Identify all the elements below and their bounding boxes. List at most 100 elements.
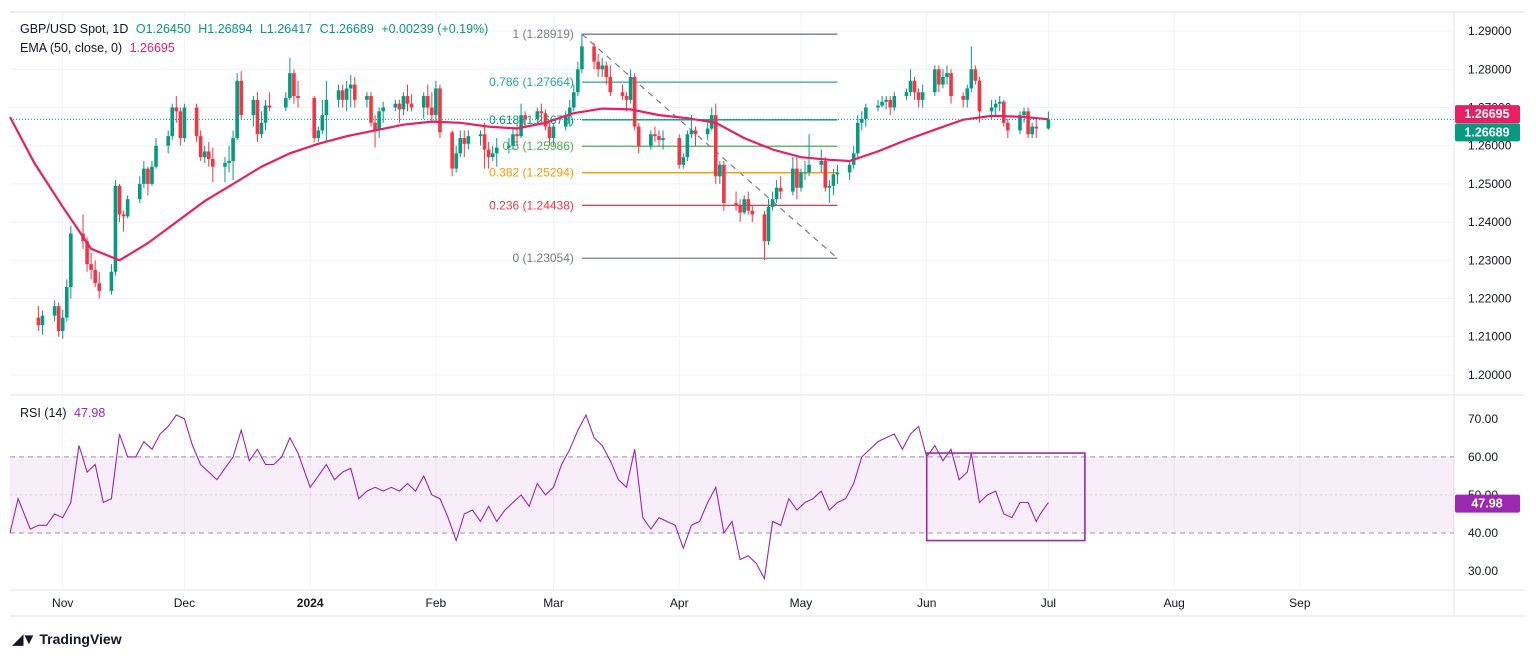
rsi-value-badge-bg [1455,494,1520,513]
fib-level-label: 0.382 (1.25294) [489,166,574,180]
ema-price-badge-bg [1455,105,1520,124]
candle-body [434,88,438,116]
candle-body [113,185,118,272]
price-tick-label: 1.29000 [1468,24,1512,38]
candle-body [892,96,897,108]
time-tick-label: Jul [1041,596,1056,610]
candle-body [97,283,102,291]
time-tick-label: Feb [426,596,447,610]
candle-body [1022,111,1026,116]
candle-body [1034,126,1039,129]
candle-body [336,90,341,100]
tradingview-brand: TradingView [39,631,122,647]
candle-body [864,107,868,119]
candle-body [973,69,978,81]
fib-level-label: 1 (1.28919) [513,27,574,41]
candle-body [855,122,860,154]
candle-body [831,174,836,186]
candle-body [60,317,65,331]
candle-body [405,96,410,104]
rsi-tick-label: 60.00 [1468,450,1498,464]
rsi-band-fill [10,456,1454,533]
candle-body [884,99,888,102]
candle-body [596,61,600,70]
candle-body [795,168,799,188]
time-tick-label: Aug [1163,596,1184,610]
candle-body [348,84,353,89]
fib-level-label: 0.236 (1.24438) [489,198,574,212]
fib-level-label: 0.5 (1.25986) [503,139,574,153]
candle-body [312,97,317,139]
candle-body [636,126,641,146]
candle-body [799,172,803,188]
candle-body [600,65,605,70]
candle-body [742,199,746,213]
candle-body [705,128,710,135]
candle-body [827,185,832,188]
candle-body [454,153,458,169]
candle-body [835,172,840,175]
ema-legend[interactable]: EMA (50, close, 0) 1.26695 [20,41,179,55]
candle-body [608,76,613,93]
candle-body [945,73,949,77]
rsi-tick-label: 40.00 [1468,526,1498,540]
candle-body [324,99,329,116]
candle-body [718,164,722,177]
rsi-legend[interactable]: RSI (14) 47.98 [20,406,109,420]
candle-body [624,96,629,100]
close-price-badge: 1.26689 [1464,125,1509,139]
candle-body [263,105,268,123]
tradingview-logo[interactable]: ◢▼ TradingView [12,630,122,648]
candle-body [352,84,357,100]
ema-line [9,107,1049,262]
time-tick-label: 2024 [297,596,324,610]
candle-body [511,134,515,146]
candle-body [620,92,625,97]
candle-body [255,99,260,135]
tradingview-icon: ◢▼ [12,631,36,648]
candle-body [381,107,385,112]
candle-body [515,134,519,137]
candle-body [69,233,73,288]
candle-body [1026,111,1030,135]
candle-body [267,105,272,108]
candle-body [251,99,256,116]
candle-body [1046,119,1051,129]
candle-body [36,317,41,326]
candle-body [239,80,244,116]
symbol-title: GBP/USD Spot, 1D [20,22,129,36]
candle-body [750,210,755,215]
candle-body [649,134,653,146]
symbol-legend[interactable]: GBP/USD Spot, 1D O1.26450 H1.26894 L1.26… [20,22,492,36]
ema-price-badge: 1.26695 [1464,107,1509,121]
candle-body [486,149,491,158]
candle-body [920,92,925,100]
price-tick-label: 1.28000 [1468,62,1512,76]
candle-body [689,130,694,135]
candle-body [292,73,296,97]
rsi-tick-label: 70.00 [1468,412,1498,426]
time-tick-label: Jun [917,596,936,610]
candle-body [604,65,609,77]
close-price-badge-bg [1455,123,1520,142]
candle-body [807,164,811,173]
candle-body [519,115,523,137]
fib-level-label: 0 (1.23054) [513,251,574,265]
grid-lines [10,11,1525,617]
ema-legend-value: 1.26695 [129,41,175,55]
candle-body [770,199,775,207]
candle-body [450,132,454,169]
candle-body [174,107,179,112]
candle-body [1018,115,1022,131]
candle-body [202,151,207,158]
rsi-panel [10,452,1454,542]
candle-body [580,46,584,70]
candle-body [377,111,381,131]
candle-body [482,134,487,150]
candle-body [125,199,130,217]
ohlc-low: L1.26417 [259,22,313,36]
candle-body [462,138,467,144]
candle-body [421,96,426,108]
candle-body [198,136,203,158]
candle-body [847,164,852,173]
